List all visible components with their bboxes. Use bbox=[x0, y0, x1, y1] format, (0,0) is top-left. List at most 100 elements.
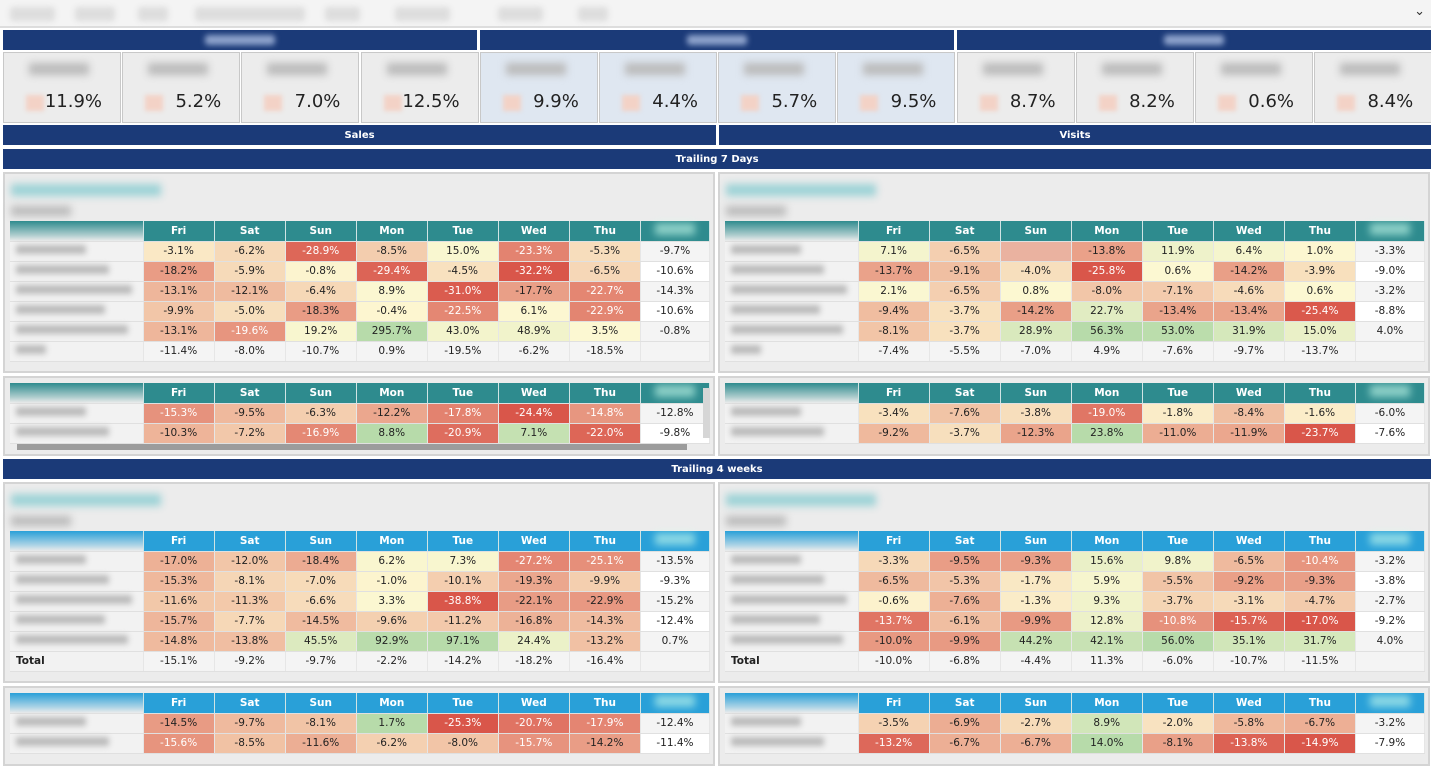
heat-cell: -13.7% bbox=[858, 611, 930, 632]
column-header-fri[interactable]: Fri bbox=[858, 693, 930, 714]
column-header-fri[interactable]: Fri bbox=[143, 383, 215, 404]
filter-pill[interactable] bbox=[138, 7, 168, 21]
column-header-thu[interactable]: Thu bbox=[569, 221, 641, 242]
table-row: -10.3% -7.2% -16.9% 8.8% -20.9% 7.1% -22.0% -9.… bbox=[10, 423, 711, 444]
heat-cell: 8.9% bbox=[356, 281, 428, 302]
column-header-sun[interactable]: Sun bbox=[285, 221, 357, 242]
vertical-scrollbar[interactable] bbox=[703, 388, 710, 438]
column-header-fri[interactable]: Fri bbox=[858, 531, 930, 552]
heat-cell: 8.9% bbox=[1071, 713, 1143, 734]
column-header-sun[interactable]: Sun bbox=[1000, 221, 1072, 242]
column-header-thu[interactable]: Thu bbox=[1284, 693, 1356, 714]
horizontal-scrollbar[interactable] bbox=[17, 444, 687, 450]
column-header-thu[interactable]: Thu bbox=[569, 693, 641, 714]
column-header-tue[interactable]: Tue bbox=[427, 693, 499, 714]
column-header-wed[interactable]: Wed bbox=[1213, 221, 1285, 242]
column-header-tue[interactable]: Tue bbox=[427, 221, 499, 242]
column-header-wed[interactable]: Wed bbox=[1213, 383, 1285, 404]
column-header-tue[interactable]: Tue bbox=[1142, 531, 1214, 552]
column-header-sun[interactable]: Sun bbox=[285, 693, 357, 714]
column-header-sat[interactable]: Sat bbox=[214, 531, 286, 552]
column-header-total[interactable] bbox=[640, 383, 711, 404]
column-header-mon[interactable]: Mon bbox=[1071, 221, 1143, 242]
filter-pill[interactable] bbox=[325, 7, 360, 21]
chevron-down-icon[interactable]: ⌄ bbox=[1414, 4, 1425, 19]
filter-pill[interactable] bbox=[498, 7, 543, 21]
column-header-fri[interactable]: Fri bbox=[858, 383, 930, 404]
column-header-total[interactable] bbox=[1355, 383, 1426, 404]
column-header-wed[interactable]: Wed bbox=[1213, 693, 1285, 714]
column-header-wed[interactable]: Wed bbox=[498, 531, 570, 552]
heat-cell: -15.7% bbox=[143, 611, 215, 632]
column-header-wed[interactable]: Wed bbox=[498, 383, 570, 404]
row-total: -15.2% bbox=[640, 591, 711, 612]
column-header-sun[interactable]: Sun bbox=[1000, 383, 1072, 404]
column-header-sat[interactable]: Sat bbox=[929, 693, 1001, 714]
column-header-sat[interactable]: Sat bbox=[929, 221, 1001, 242]
column-header-sun[interactable]: Sun bbox=[1000, 531, 1072, 552]
table-row: 2.1% -6.5% 0.8% -8.0% -7.1% -4.6% 0.6% -3.2% bbox=[725, 281, 1426, 302]
column-header-fri[interactable]: Fri bbox=[143, 531, 215, 552]
column-header-sat[interactable]: Sat bbox=[929, 531, 1001, 552]
panel-title bbox=[11, 184, 161, 196]
column-header-sat[interactable]: Sat bbox=[214, 693, 286, 714]
column-header-fri[interactable]: Fri bbox=[143, 693, 215, 714]
column-header-total[interactable] bbox=[640, 531, 711, 552]
filter-pill[interactable] bbox=[195, 7, 305, 21]
column-header-total[interactable] bbox=[640, 221, 711, 242]
column-header-fri[interactable]: Fri bbox=[858, 221, 930, 242]
column-header-thu[interactable]: Thu bbox=[1284, 221, 1356, 242]
heat-cell: -9.9% bbox=[1000, 611, 1072, 632]
column-header-mon[interactable]: Mon bbox=[1071, 693, 1143, 714]
column-header-mon[interactable]: Mon bbox=[356, 221, 428, 242]
column-header-mon[interactable]: Mon bbox=[1071, 383, 1143, 404]
column-header-mon[interactable]: Mon bbox=[356, 383, 428, 404]
table-row: -13.1% -12.1% -6.4% 8.9% -31.0% -17.7% -22.7% -… bbox=[10, 281, 711, 302]
heat-cell: 15.0% bbox=[1284, 321, 1356, 342]
column-header-sat[interactable]: Sat bbox=[929, 383, 1001, 404]
filter-pill[interactable] bbox=[75, 7, 115, 21]
kpi-indicator-icon bbox=[145, 95, 164, 111]
column-header-sun[interactable]: Sun bbox=[285, 383, 357, 404]
column-header-thu[interactable]: Thu bbox=[569, 383, 641, 404]
column-header-tue[interactable]: Tue bbox=[1142, 693, 1214, 714]
column-header-total[interactable] bbox=[1355, 531, 1426, 552]
visits-day-of-week-panel: Fri Sat Sun Mon Tue Wed Thu 7.1% -6.5% -13.8% 11.9… bbox=[718, 172, 1430, 373]
heat-cell: -17.0% bbox=[143, 551, 215, 572]
table-row: -15.3% -8.1% -7.0% -1.0% -10.1% -19.3% -9.9% -9… bbox=[10, 571, 711, 592]
column-header-mon[interactable]: Mon bbox=[356, 693, 428, 714]
row-header-blurred bbox=[725, 693, 859, 714]
column-header-total[interactable] bbox=[1355, 693, 1426, 714]
column-header-thu[interactable]: Thu bbox=[1284, 531, 1356, 552]
column-header-tue[interactable]: Tue bbox=[1142, 221, 1214, 242]
heat-cell: 2.1% bbox=[858, 281, 930, 302]
column-header-tue[interactable]: Tue bbox=[427, 531, 499, 552]
column-header-total[interactable] bbox=[1355, 221, 1426, 242]
column-header-sun[interactable]: Sun bbox=[285, 531, 357, 552]
column-header-tue[interactable]: Tue bbox=[1142, 383, 1214, 404]
column-header-mon[interactable]: Mon bbox=[1071, 531, 1143, 552]
heat-cell: -14.2% bbox=[569, 733, 641, 754]
grand-total-cell bbox=[640, 341, 711, 362]
column-header-thu[interactable]: Thu bbox=[1284, 383, 1356, 404]
filter-pill[interactable] bbox=[395, 7, 450, 21]
heat-cell: -15.7% bbox=[498, 733, 570, 754]
kpi-indicator-icon bbox=[502, 95, 521, 111]
column-header-fri[interactable]: Fri bbox=[143, 221, 215, 242]
filter-pill[interactable] bbox=[578, 7, 608, 21]
column-header-wed[interactable]: Wed bbox=[498, 221, 570, 242]
filter-pill[interactable] bbox=[10, 7, 55, 21]
heat-cell: 0.6% bbox=[1284, 281, 1356, 302]
column-header-total[interactable] bbox=[640, 693, 711, 714]
column-header-sat[interactable]: Sat bbox=[214, 383, 286, 404]
total-cell: -7.0% bbox=[1000, 341, 1072, 362]
column-header-tue[interactable]: Tue bbox=[427, 383, 499, 404]
column-header-mon[interactable]: Mon bbox=[356, 531, 428, 552]
kpi-card: 12.5% bbox=[360, 52, 479, 123]
total-cell: -19.5% bbox=[427, 341, 499, 362]
column-header-sat[interactable]: Sat bbox=[214, 221, 286, 242]
column-header-thu[interactable]: Thu bbox=[569, 531, 641, 552]
column-header-wed[interactable]: Wed bbox=[1213, 531, 1285, 552]
column-header-sun[interactable]: Sun bbox=[1000, 693, 1072, 714]
column-header-wed[interactable]: Wed bbox=[498, 693, 570, 714]
